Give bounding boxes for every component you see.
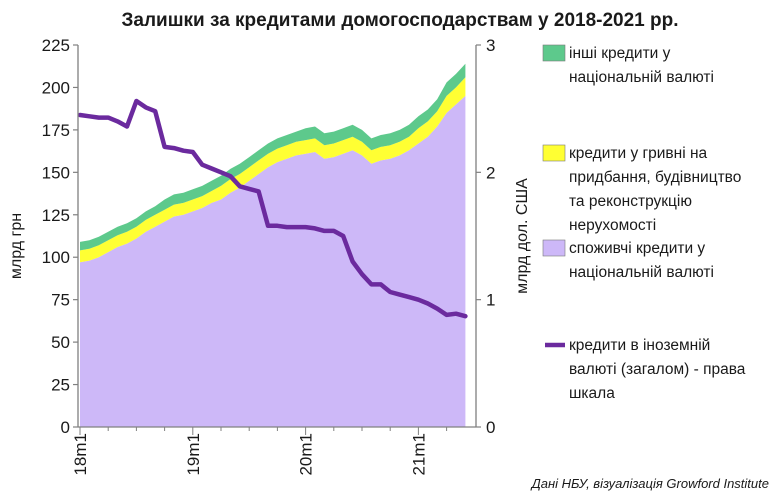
legend-label: споживчі кредити у національній валюті [569, 240, 714, 281]
area-consumer-loans [80, 95, 466, 428]
source-note: Дані НБУ, візуалізація Growford Institut… [530, 476, 769, 491]
legend-label-line: придбання, будівництво [569, 169, 741, 186]
legend-other-loans: інші кредити у національній валюті [542, 44, 714, 86]
y-right-tick-label: 1 [486, 291, 495, 310]
legend-mortgage-loans: кредити у гривні на придбання, будівництв… [542, 144, 741, 234]
y-axis-right-label: млрд дол. США [514, 178, 531, 294]
line-foreign-currency-loans [77, 98, 468, 319]
area-other-loans [80, 63, 466, 251]
y-left-tick-label: 225 [42, 36, 70, 55]
y-left-tick-label: 150 [42, 163, 70, 182]
legend-label-line: та реконструкцію [569, 193, 692, 210]
legend-label: кредити в іноземній валюті (загалом) - пр… [569, 337, 746, 402]
legend-consumer-loans: споживчі кредити у національній валюті [542, 239, 714, 281]
legend-label-line: кредити у гривні на [569, 145, 708, 162]
legend: інші кредити у національній валюті кредити… [542, 44, 746, 402]
y-left-tick-label: 100 [42, 248, 70, 267]
legend-label-line: валюті (загалом) - права [569, 361, 746, 378]
x-tick-label: 20m1 [297, 433, 316, 476]
x-tick-label: 18m1 [71, 433, 90, 476]
y-left-tick-label: 200 [42, 78, 70, 97]
legend-foreign-currency-loans: кредити в іноземній валюті (загалом) - пр… [545, 337, 746, 402]
legend-label-line: шкала [569, 385, 615, 402]
x-tick-label: 21m1 [409, 433, 428, 476]
legend-label-line: споживчі кредити у [569, 240, 705, 257]
tick-labels: 0 25 50 75 100 125 150 175 200 225 0 1 2 3 18m1 19m1 20m… [42, 36, 496, 476]
area-layer [80, 63, 466, 428]
legend-label-line: національній валюті [569, 264, 714, 281]
legend-label-line: нерухомості [569, 217, 656, 234]
y-axis-left-label: млрд грн [8, 213, 25, 279]
legend-swatch [542, 144, 566, 162]
y-right-tick-label: 3 [486, 36, 495, 55]
legend-label-line: національній валюті [569, 69, 714, 86]
axes-layer [73, 44, 481, 435]
chart-title: Залишки за кредитами домогосподарствам у… [121, 10, 678, 31]
legend-swatch [542, 44, 566, 62]
legend-label-line: кредити в іноземній [569, 337, 710, 354]
x-tick-label: 19m1 [184, 433, 203, 476]
y-left-tick-label: 175 [42, 121, 70, 140]
y-left-tick-label: 0 [61, 418, 70, 437]
area-mortgage-loans [80, 77, 466, 263]
y-left-tick-label: 50 [51, 333, 70, 352]
y-left-tick-label: 125 [42, 206, 70, 225]
legend-label: кредити у гривні на придбання, будівництв… [569, 145, 741, 234]
y-left-tick-label: 75 [51, 291, 70, 310]
y-right-tick-label: 2 [486, 163, 495, 182]
legend-label-line: інші кредити у [569, 45, 671, 62]
legend-label: інші кредити у національній валюті [569, 45, 714, 86]
line-layer [77, 98, 468, 319]
legend-swatch [542, 239, 566, 257]
y-left-tick-label: 25 [51, 376, 70, 395]
y-right-tick-label: 0 [486, 418, 495, 437]
